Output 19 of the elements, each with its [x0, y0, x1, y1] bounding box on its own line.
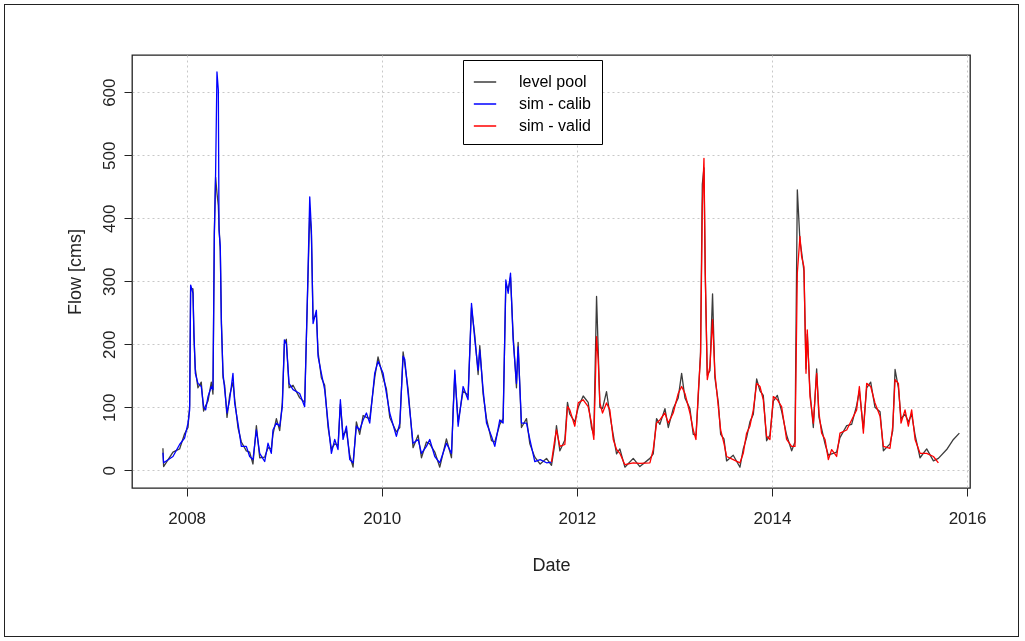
x-tick-label: 2014 — [753, 508, 792, 528]
y-tick-label: 400 — [99, 204, 119, 233]
y-axis-title: Flow [cms] — [64, 228, 85, 316]
x-tick-label: 2012 — [558, 508, 597, 528]
legend-label: sim - calib — [519, 95, 592, 112]
x-tick-label: 2016 — [948, 508, 987, 528]
y-tick-label: 100 — [99, 393, 119, 423]
y-tick-label: 500 — [99, 141, 119, 170]
x-axis-title: Date — [532, 554, 571, 575]
line-series — [162, 71, 553, 464]
x-tick-label: 2010 — [363, 508, 402, 528]
y-tick-label: 600 — [99, 78, 119, 107]
x-tick-label: 2008 — [168, 508, 207, 528]
y-tick-label: 200 — [99, 330, 119, 359]
y-tick-label: 0 — [99, 466, 119, 476]
legend-label: sim - valid — [519, 117, 592, 134]
y-tick-label: 300 — [99, 267, 119, 296]
line-series — [550, 157, 940, 466]
legend-label: level pool — [519, 73, 587, 90]
